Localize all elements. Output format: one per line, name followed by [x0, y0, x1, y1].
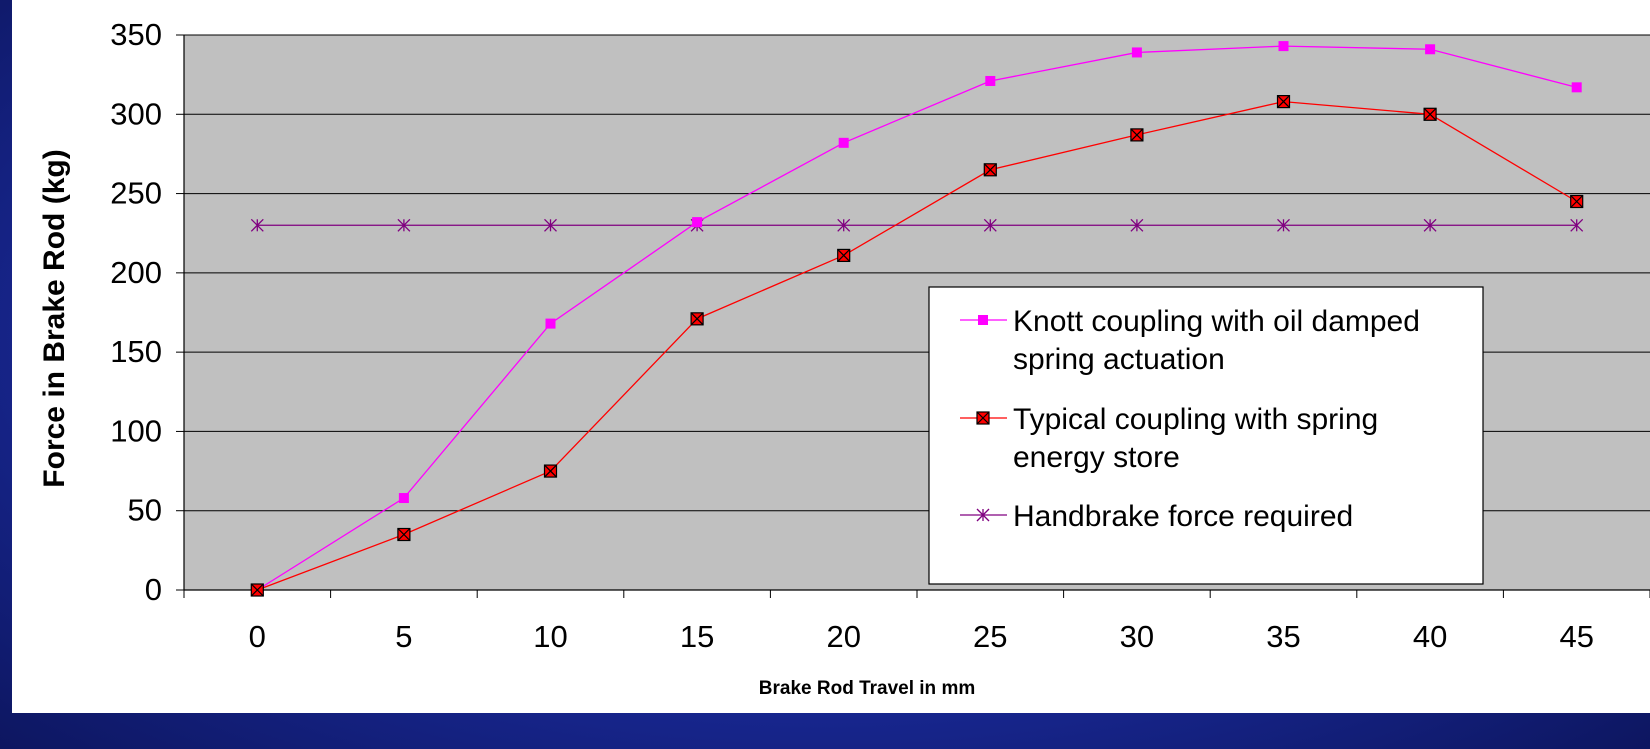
x-axis-title: Brake Rod Travel in mm [759, 678, 975, 699]
series-line [256, 45, 1577, 591]
data-point [690, 312, 704, 326]
data-point [1131, 47, 1142, 58]
data-point [1277, 218, 1290, 232]
data-point [398, 493, 409, 504]
x-tick-label: 30 [1120, 619, 1154, 654]
data-point [1276, 94, 1291, 109]
data-point [1278, 41, 1289, 52]
x-tick-label: 45 [1559, 619, 1593, 654]
y-tick-label: 350 [110, 17, 162, 52]
data-point [1571, 82, 1582, 93]
data-point [250, 218, 264, 232]
data-point [1130, 218, 1144, 232]
data-point [983, 163, 997, 177]
y-tick-label: 150 [110, 334, 162, 369]
x-tick-label: 35 [1266, 619, 1300, 654]
data-point [543, 464, 558, 478]
y-tick-label: 250 [110, 176, 162, 211]
data-point [837, 248, 851, 263]
data-point [983, 218, 997, 232]
legend-label: Handbrake force required [1013, 500, 1353, 533]
data-point [1570, 218, 1584, 232]
data-point [1423, 218, 1437, 232]
y-tick-label: 50 [128, 493, 162, 528]
data-point [837, 218, 851, 232]
x-tick-label: 0 [249, 619, 266, 654]
x-tick-label: 20 [826, 619, 860, 654]
y-tick-label: 100 [110, 413, 162, 448]
y-axis-title: Force in Brake Rod (kg) [38, 149, 71, 487]
series-line [257, 100, 1578, 591]
legend-marker [976, 508, 990, 522]
legend-marker [976, 411, 990, 425]
x-tick-label: 10 [533, 619, 567, 654]
legend-item: Knott coupling with oil damped spring act… [960, 305, 1420, 376]
series-layer [250, 41, 1584, 597]
data-point [1570, 194, 1584, 209]
y-tick-label: 300 [110, 96, 162, 131]
data-point [545, 318, 556, 329]
legend-item: Handbrake force required [960, 500, 1353, 533]
legend-item: Typical coupling with spring energy store [960, 403, 1378, 474]
x-tick-label: 25 [973, 619, 1007, 654]
data-point [985, 75, 996, 86]
legend-box [928, 286, 1484, 585]
legend-marker [978, 315, 988, 325]
data-point [397, 527, 411, 542]
legend-label: Typical coupling with spring energy store [1013, 403, 1378, 474]
data-point [544, 218, 557, 232]
data-point [1425, 44, 1436, 55]
chart-panel: 0 50 100 150 200 250 300 350 0 5 10 15 20 25 30 35 40 45 … [12, 0, 1650, 713]
data-point [692, 217, 703, 228]
legend: Knott coupling with oil damped spring act… [928, 286, 1484, 585]
legend-label: Knott coupling with oil damped spring act… [1013, 305, 1420, 376]
x-tick-label: 40 [1413, 619, 1447, 654]
data-point [838, 137, 849, 148]
data-point [250, 583, 264, 597]
axes: 0 50 100 150 200 250 300 350 0 5 10 15 20 25 30 35 40 45 [110, 17, 1650, 654]
x-tick-label: 5 [395, 619, 412, 654]
data-point [1423, 107, 1437, 121]
data-point [397, 218, 411, 232]
y-tick-label: 200 [110, 255, 162, 290]
x-tick-label: 15 [680, 619, 714, 654]
data-point [1130, 128, 1144, 142]
y-tick-label: 0 [145, 572, 162, 607]
